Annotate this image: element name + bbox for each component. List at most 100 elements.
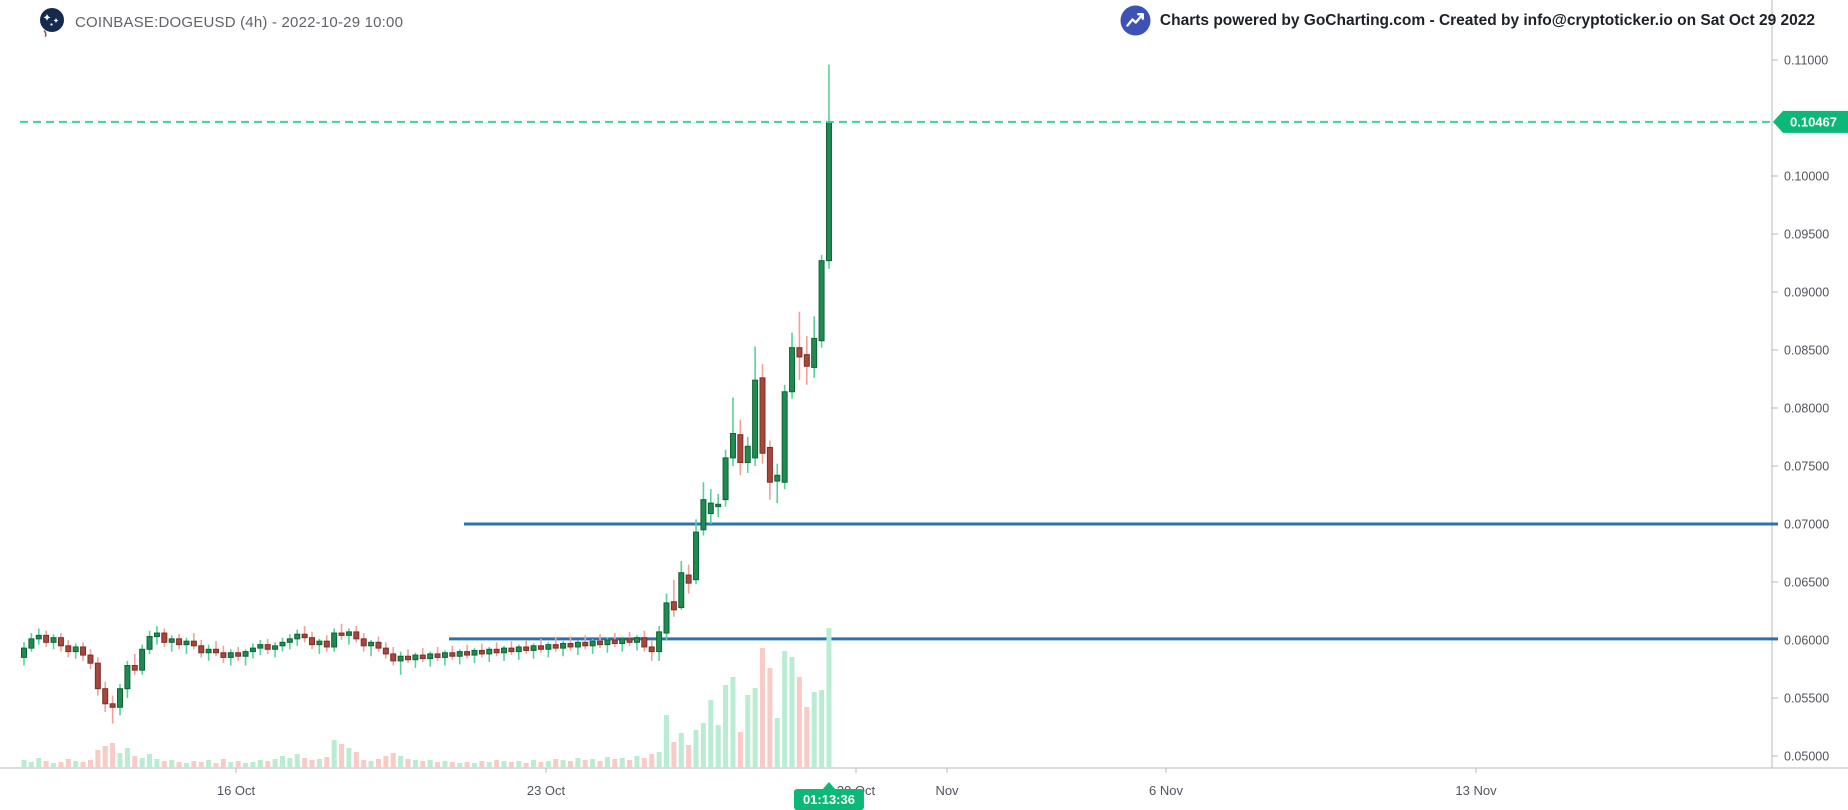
volume-bar (206, 760, 212, 768)
volume-bar (95, 750, 101, 768)
volume-bar (257, 760, 263, 768)
volume-bar (51, 763, 57, 768)
candle-body (309, 637, 316, 646)
countdown-badge-shape (793, 789, 864, 810)
price-badge-shape (1773, 110, 1848, 133)
volume-bar (686, 745, 692, 768)
header-right: Charts powered by GoCharting.com - Creat… (1120, 5, 1815, 36)
volume-bar (752, 688, 758, 768)
candle-body (656, 631, 663, 653)
candle-body (811, 337, 818, 368)
volume-bar (612, 759, 618, 768)
volume-bar (117, 753, 123, 768)
axes-layer (0, 0, 1848, 769)
volume-bar (80, 762, 86, 768)
volume-bar (102, 746, 108, 768)
candle-body (722, 457, 729, 501)
volume-bar (700, 723, 706, 768)
volume-bar (560, 760, 566, 768)
volume-bar (198, 762, 204, 768)
candle-body (508, 647, 515, 653)
volume-bar (427, 760, 433, 768)
countdown-badge: 01:13:36 (793, 782, 864, 810)
candle-body (729, 433, 736, 459)
volume-bar (708, 700, 714, 768)
credit-text: Charts powered by GoCharting.com - Creat… (1159, 11, 1815, 29)
candle-body (456, 651, 463, 657)
volume-bar (132, 756, 138, 768)
candle-body (545, 644, 552, 650)
candle-body (375, 641, 382, 649)
candle-body (582, 641, 589, 647)
volume-bar (767, 668, 773, 768)
candle-body (264, 644, 271, 650)
volume-bar (250, 762, 256, 768)
candle-body (434, 653, 441, 658)
candle-body (766, 446, 773, 483)
price-tick-label: 0.06000 (1784, 634, 1829, 648)
candle-body (685, 574, 692, 584)
candle-body (597, 640, 604, 646)
volume-bar (324, 757, 330, 768)
volume-bar (486, 762, 492, 768)
candle-body (102, 688, 109, 705)
volume-bar (656, 752, 662, 768)
volume-bar (294, 754, 300, 768)
price-tick-label: 0.05500 (1784, 692, 1829, 706)
candle-body (501, 647, 508, 654)
volume-bar (782, 651, 788, 768)
candle-body (670, 601, 677, 611)
volume-bar (457, 763, 463, 768)
candle-body (72, 646, 79, 653)
candle-body (752, 379, 759, 459)
volume-bar (309, 760, 315, 768)
volume-bar (804, 707, 810, 768)
volume-bar (58, 762, 64, 768)
volume-bar (663, 715, 669, 768)
candle-body (604, 639, 611, 646)
candle-body (345, 631, 352, 636)
candle-body (427, 653, 434, 660)
volume-bar (87, 760, 93, 768)
candle-body (641, 637, 648, 648)
volume-bar (265, 761, 271, 768)
candle-body (441, 652, 448, 658)
last-price-badge: 0.10467 (1773, 110, 1848, 133)
volume-bar (464, 762, 470, 768)
volume-bar (760, 648, 765, 768)
volume-bar (575, 758, 581, 768)
cryptoticker-logo-icon (38, 7, 66, 37)
volume-bar (789, 657, 795, 768)
candle-body (227, 652, 234, 658)
volume-bar (819, 690, 825, 768)
volume-bar (279, 756, 285, 768)
volume-bar (501, 761, 507, 768)
volume-bar (634, 756, 640, 768)
candle-body (272, 645, 279, 650)
volume-bar (567, 761, 573, 768)
volume-bar (124, 748, 130, 768)
candle-body (109, 703, 116, 708)
volume-bar (110, 743, 116, 768)
candle-body (146, 636, 153, 650)
candle-body (316, 640, 323, 646)
candle-body (257, 644, 264, 649)
candles-layer (21, 64, 832, 724)
candle-body (168, 638, 175, 643)
volume-bar (619, 758, 625, 768)
candle-body (567, 642, 574, 648)
volume-bar (147, 754, 153, 768)
volume-bar (693, 730, 699, 768)
candle-body (715, 503, 722, 508)
candle-body (707, 502, 714, 515)
volume-bar (183, 763, 189, 768)
candle-body (693, 531, 700, 581)
volume-bar (191, 761, 197, 768)
candle-body (390, 653, 397, 662)
volume-bar (21, 760, 27, 768)
candle-body (633, 637, 640, 643)
candle-body (131, 665, 138, 671)
time-tick-label: 16 Oct (217, 783, 256, 798)
volume-bar (213, 763, 219, 768)
